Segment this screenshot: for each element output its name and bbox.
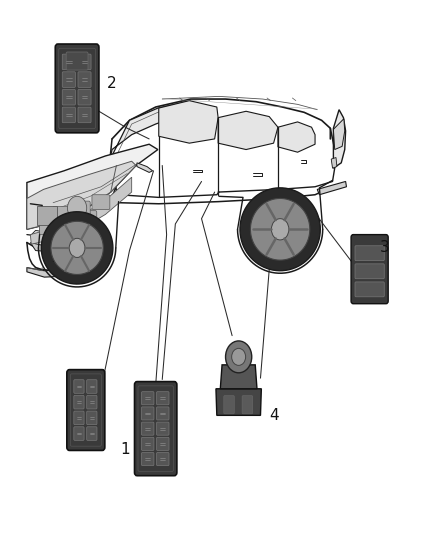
- FancyBboxPatch shape: [141, 453, 154, 466]
- Polygon shape: [30, 230, 44, 237]
- FancyBboxPatch shape: [242, 395, 253, 414]
- FancyBboxPatch shape: [87, 395, 97, 409]
- FancyBboxPatch shape: [355, 246, 384, 261]
- Text: 4: 4: [269, 408, 279, 423]
- FancyBboxPatch shape: [39, 220, 57, 235]
- FancyBboxPatch shape: [156, 407, 169, 420]
- Polygon shape: [30, 177, 132, 244]
- FancyBboxPatch shape: [78, 90, 91, 105]
- Polygon shape: [137, 163, 152, 172]
- FancyBboxPatch shape: [62, 90, 75, 105]
- FancyBboxPatch shape: [141, 437, 154, 450]
- FancyBboxPatch shape: [37, 206, 57, 225]
- FancyBboxPatch shape: [74, 427, 84, 440]
- FancyBboxPatch shape: [351, 235, 388, 304]
- Text: JEEP: JEEP: [52, 256, 64, 262]
- Polygon shape: [218, 111, 278, 150]
- Polygon shape: [278, 122, 315, 152]
- FancyBboxPatch shape: [355, 282, 384, 297]
- Polygon shape: [30, 241, 74, 252]
- FancyBboxPatch shape: [53, 206, 71, 221]
- Text: 3: 3: [380, 240, 390, 255]
- FancyBboxPatch shape: [72, 201, 90, 216]
- FancyBboxPatch shape: [141, 422, 154, 435]
- Polygon shape: [27, 264, 81, 277]
- FancyBboxPatch shape: [87, 427, 97, 440]
- Circle shape: [69, 238, 85, 257]
- FancyBboxPatch shape: [59, 216, 77, 231]
- Polygon shape: [331, 158, 337, 168]
- FancyBboxPatch shape: [156, 422, 169, 435]
- FancyBboxPatch shape: [92, 195, 110, 209]
- FancyBboxPatch shape: [355, 264, 384, 279]
- FancyBboxPatch shape: [156, 392, 169, 405]
- FancyBboxPatch shape: [62, 54, 75, 70]
- FancyBboxPatch shape: [62, 107, 75, 123]
- Polygon shape: [41, 212, 113, 284]
- FancyBboxPatch shape: [78, 54, 91, 70]
- Circle shape: [67, 196, 87, 220]
- FancyBboxPatch shape: [156, 437, 169, 450]
- Text: 1: 1: [120, 442, 130, 457]
- Polygon shape: [27, 161, 136, 229]
- Polygon shape: [317, 181, 346, 195]
- FancyBboxPatch shape: [74, 411, 84, 425]
- Polygon shape: [27, 144, 158, 229]
- FancyBboxPatch shape: [141, 392, 154, 405]
- Polygon shape: [159, 101, 218, 143]
- FancyBboxPatch shape: [78, 107, 91, 123]
- Polygon shape: [51, 221, 103, 274]
- FancyBboxPatch shape: [156, 453, 169, 466]
- Polygon shape: [216, 389, 261, 415]
- Circle shape: [232, 349, 246, 366]
- FancyBboxPatch shape: [62, 72, 75, 87]
- Text: 2: 2: [107, 76, 117, 91]
- FancyBboxPatch shape: [87, 379, 97, 393]
- FancyBboxPatch shape: [55, 44, 99, 133]
- Polygon shape: [220, 365, 257, 389]
- FancyBboxPatch shape: [78, 72, 91, 87]
- Polygon shape: [251, 198, 310, 260]
- FancyBboxPatch shape: [224, 395, 234, 414]
- FancyBboxPatch shape: [87, 411, 97, 425]
- FancyBboxPatch shape: [66, 52, 88, 70]
- Circle shape: [226, 341, 252, 373]
- FancyBboxPatch shape: [67, 369, 105, 450]
- Polygon shape: [240, 188, 320, 271]
- Polygon shape: [333, 119, 345, 150]
- Polygon shape: [110, 101, 191, 160]
- FancyBboxPatch shape: [74, 395, 84, 409]
- FancyBboxPatch shape: [74, 379, 84, 393]
- FancyBboxPatch shape: [141, 407, 154, 420]
- Circle shape: [272, 219, 289, 240]
- FancyBboxPatch shape: [134, 382, 177, 475]
- Polygon shape: [333, 110, 346, 168]
- FancyBboxPatch shape: [79, 211, 97, 225]
